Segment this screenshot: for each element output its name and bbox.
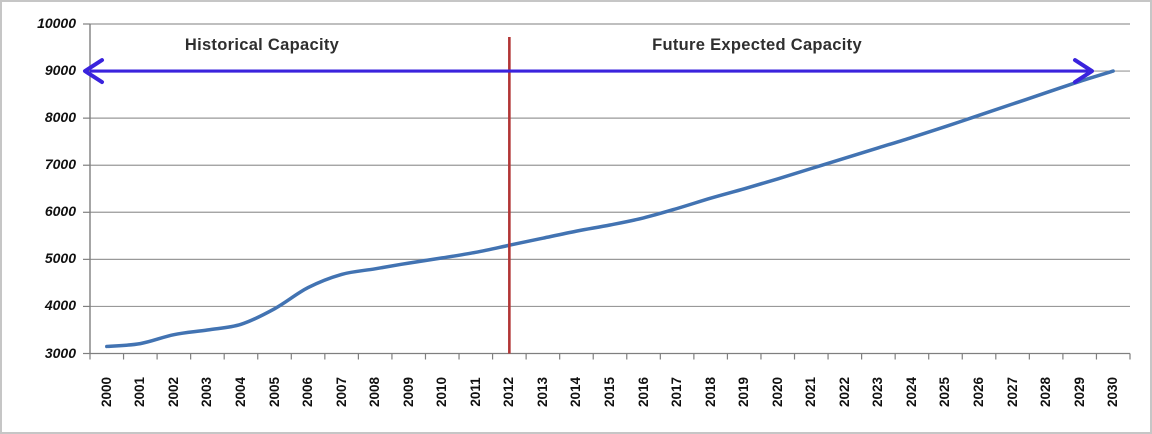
x-tick-label: 2016 xyxy=(635,376,651,408)
span-arrow xyxy=(83,58,1094,85)
y-tick-label: 7000 xyxy=(44,156,76,173)
y-tick-label: 5000 xyxy=(44,250,76,267)
x-tick-label: 2005 xyxy=(266,376,282,408)
y-tick-label: 10000 xyxy=(37,15,76,31)
y-tick-label: 4000 xyxy=(44,297,76,314)
x-tick-label: 2015 xyxy=(602,376,617,408)
x-tick-label: 2001 xyxy=(132,376,148,408)
x-tick-label: 2024 xyxy=(903,376,919,408)
x-tick-label: 2007 xyxy=(333,376,349,408)
x-tick-label: 2013 xyxy=(534,376,550,408)
x-tick-label: 2012 xyxy=(501,376,517,408)
y-tick-label: 9000 xyxy=(44,62,76,79)
x-tick-label: 2028 xyxy=(1038,376,1054,408)
x-tick-label: 2021 xyxy=(803,376,819,408)
x-tick-label: 2004 xyxy=(232,376,248,408)
right-arrowhead-icon xyxy=(1073,58,1094,85)
x-tick-label: 2023 xyxy=(870,376,886,408)
y-tick-label: 3000 xyxy=(44,344,76,361)
x-tick-label: 2029 xyxy=(1071,376,1087,408)
capacity-series-line xyxy=(105,69,1115,349)
x-tick-label: 2014 xyxy=(568,376,584,408)
x-tick-label: 2003 xyxy=(199,376,215,408)
x-tick-label: 2008 xyxy=(367,376,383,408)
x-tick-label: 2022 xyxy=(836,376,852,408)
left-arrowhead-icon xyxy=(83,58,104,85)
x-tick-label: 2018 xyxy=(702,376,718,408)
x-tick-label: 2026 xyxy=(971,376,987,408)
historical-capacity-label: Historical Capacity xyxy=(184,36,340,54)
y-tick-label: 8000 xyxy=(44,109,76,126)
x-tick-label: 2017 xyxy=(669,376,685,408)
x-tick-label: 2025 xyxy=(937,376,953,408)
x-tick-label: 2006 xyxy=(300,376,316,408)
gridlines xyxy=(90,23,1130,308)
x-tick-label: 2027 xyxy=(1004,376,1020,408)
x-tick-label: 2002 xyxy=(165,376,181,408)
y-tick-label: 6000 xyxy=(44,203,76,220)
x-tick-label: 2030 xyxy=(1105,376,1121,408)
x-tick-label: 2020 xyxy=(769,376,785,408)
x-tick-label: 2009 xyxy=(400,376,416,408)
x-tick-label: 2010 xyxy=(434,376,450,408)
axes xyxy=(83,23,1131,360)
future-expected-capacity-label: Future Expected Capacity xyxy=(652,36,862,54)
x-tick-label: 2019 xyxy=(736,376,752,408)
x-tick-label: 2011 xyxy=(467,377,483,407)
x-tick-label: 2000 xyxy=(98,376,114,408)
